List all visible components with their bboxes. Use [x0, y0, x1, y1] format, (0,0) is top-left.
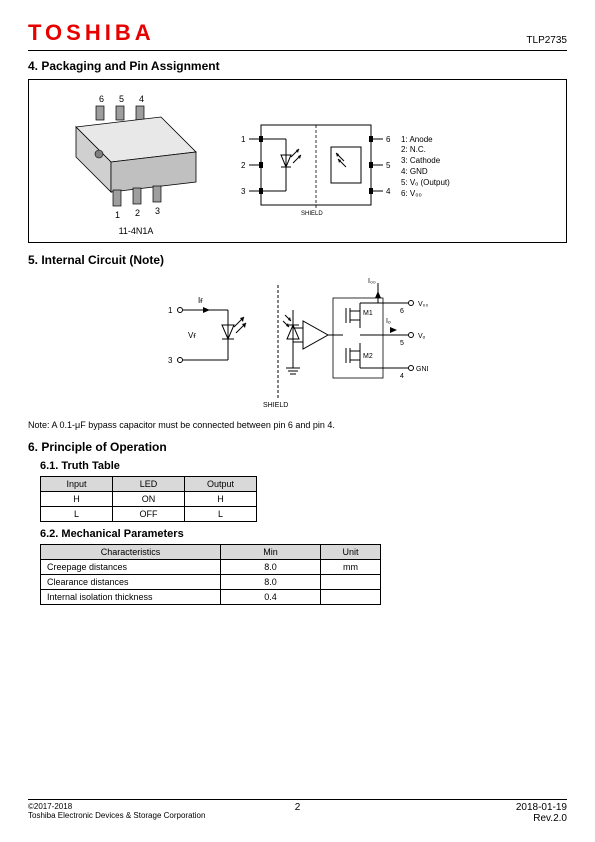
table-cell	[321, 575, 381, 590]
footer-left: ©2017-2018 Toshiba Electronic Devices & …	[28, 802, 205, 820]
pinout-schematic: SHIELD 1 2 3 6 5 4	[241, 117, 450, 217]
svg-text:Iₒ: Iₒ	[386, 318, 391, 325]
svg-text:3: 3	[155, 206, 160, 216]
table-cell: OFF	[113, 507, 185, 522]
mech-th-min: Min	[221, 545, 321, 560]
mech-th-char: Characteristics	[41, 545, 221, 560]
mech-th-unit: Unit	[321, 545, 381, 560]
svg-text:SHIELD: SHIELD	[263, 402, 288, 409]
table-cell: Creepage distances	[41, 560, 221, 575]
table-cell: Clearance distances	[41, 575, 221, 590]
shield-label: SHIELD	[301, 211, 323, 217]
svg-text:M1: M1	[363, 310, 373, 317]
svg-text:GND: GND	[416, 366, 428, 373]
truth-table: Input LED Output H ON H L OFF L	[40, 476, 257, 522]
svg-text:Iғ: Iғ	[198, 296, 203, 305]
svg-text:V₀₀: V₀₀	[418, 301, 428, 308]
toshiba-logo: TOSHIBA	[28, 20, 155, 46]
svg-text:4: 4	[139, 94, 144, 104]
table-cell: H	[41, 492, 113, 507]
section-6-2-title: 6.2. Mechanical Parameters	[40, 528, 567, 540]
note-text: Note: A 0.1-μF bypass capacitor must be …	[28, 420, 567, 430]
packaging-figure: 6 5 4 1 2 3 11-4N1A	[28, 79, 567, 243]
truth-th-led: LED	[113, 477, 185, 492]
pin-legend-1: 1: Anode	[401, 135, 450, 146]
package-caption: 11-4N1A	[119, 226, 154, 236]
table-cell: H	[185, 492, 257, 507]
svg-text:I₀₀: I₀₀	[368, 278, 376, 285]
svg-text:M2: M2	[363, 353, 373, 360]
section-6-title: 6. Principle of Operation	[28, 440, 567, 454]
footer-date: 2018-01-19	[516, 802, 567, 813]
table-cell: ON	[113, 492, 185, 507]
table-cell: 8.0	[221, 560, 321, 575]
copyright-line2: Toshiba Electronic Devices & Storage Cor…	[28, 811, 205, 820]
page-header: TOSHIBA TLP2735	[28, 20, 567, 51]
pin-legend-4: 4: GND	[401, 167, 450, 178]
svg-text:2: 2	[241, 161, 246, 170]
internal-circuit-figure: SHIELD 1 Iғ 3 Vғ M1 M	[28, 273, 567, 416]
part-number: TLP2735	[526, 35, 567, 46]
pin-legend-2: 2: N.C.	[401, 145, 450, 156]
table-cell: 0.4	[221, 590, 321, 605]
footer-right: 2018-01-19 Rev.2.0	[516, 802, 567, 824]
svg-text:6: 6	[386, 135, 391, 144]
table-cell: L	[185, 507, 257, 522]
svg-text:1: 1	[115, 210, 120, 220]
section-6-1-title: 6.1. Truth Table	[40, 460, 567, 472]
truth-th-output: Output	[185, 477, 257, 492]
table-cell: 8.0	[221, 575, 321, 590]
page-number: 2	[295, 802, 301, 813]
pin-legend: 1: Anode 2: N.C. 3: Cathode 4: GND 5: Vₒ…	[401, 135, 450, 200]
pin-legend-5: 5: Vₒ (Output)	[401, 178, 450, 189]
svg-text:1: 1	[168, 306, 173, 315]
section-5-title: 5. Internal Circuit (Note)	[28, 253, 567, 267]
table-cell: L	[41, 507, 113, 522]
truth-th-input: Input	[41, 477, 113, 492]
svg-text:Vₒ: Vₒ	[418, 333, 426, 340]
svg-text:5: 5	[119, 94, 124, 104]
footer-rev: Rev.2.0	[516, 813, 567, 824]
pin-legend-3: 3: Cathode	[401, 156, 450, 167]
table-cell	[321, 590, 381, 605]
svg-text:5: 5	[400, 340, 404, 347]
svg-text:4: 4	[400, 373, 404, 380]
page-footer: ©2017-2018 Toshiba Electronic Devices & …	[28, 799, 567, 824]
copyright-line1: ©2017-2018	[28, 802, 205, 811]
mechanical-parameters-table: Characteristics Min Unit Creepage distan…	[40, 544, 381, 605]
pin-label-6: 6	[99, 94, 104, 104]
section-4-title: 4. Packaging and Pin Assignment	[28, 59, 567, 73]
svg-text:6: 6	[400, 308, 404, 315]
svg-text:3: 3	[241, 187, 246, 196]
svg-text:3: 3	[168, 356, 173, 365]
table-cell: Internal isolation thickness	[41, 590, 221, 605]
table-cell: mm	[321, 560, 381, 575]
svg-text:Vғ: Vғ	[188, 331, 196, 340]
svg-text:5: 5	[386, 161, 391, 170]
pin-legend-6: 6: V₀₀	[401, 189, 450, 200]
package-3d-drawing: 6 5 4 1 2 3 11-4N1A	[61, 92, 211, 236]
svg-text:2: 2	[135, 208, 140, 218]
svg-text:1: 1	[241, 135, 246, 144]
svg-text:4: 4	[386, 187, 391, 196]
